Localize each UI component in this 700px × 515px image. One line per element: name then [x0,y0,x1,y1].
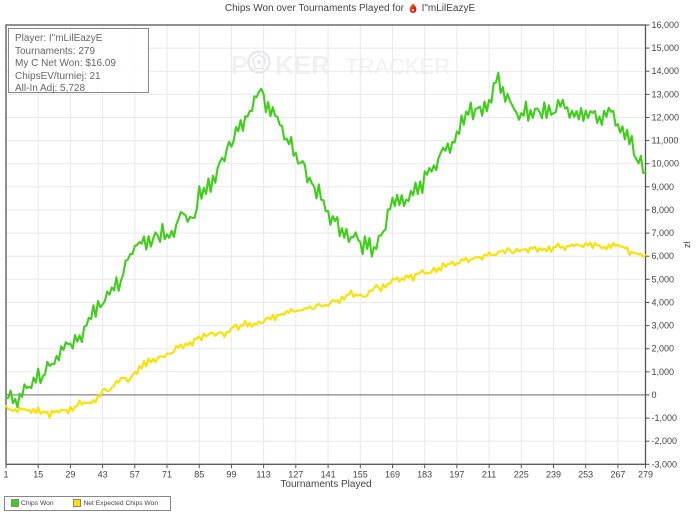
svg-text:29: 29 [65,469,75,479]
svg-text:253: 253 [578,469,593,479]
svg-text:8,000: 8,000 [652,205,675,215]
svg-text:14,000: 14,000 [652,66,680,76]
svg-text:15,000: 15,000 [652,43,680,53]
svg-text:197: 197 [449,469,464,479]
svg-text:183: 183 [417,469,432,479]
svg-text:43: 43 [98,469,108,479]
svg-text:155: 155 [353,469,368,479]
svg-text:5,000: 5,000 [652,274,675,284]
svg-text:-2,000: -2,000 [652,436,678,446]
svg-text:127: 127 [288,469,303,479]
svg-text:16,000: 16,000 [652,20,680,30]
svg-text:11,000: 11,000 [652,136,679,146]
svg-text:169: 169 [385,469,400,479]
svg-text:141: 141 [321,469,336,479]
svg-text:9,000: 9,000 [652,182,675,192]
svg-text:P: P [231,50,248,80]
svg-text:239: 239 [546,469,561,479]
svg-text:279: 279 [638,469,653,479]
svg-text:85: 85 [194,469,204,479]
svg-text:KER: KER [275,50,330,80]
svg-text:12,000: 12,000 [652,113,680,123]
svg-text:-3,000: -3,000 [652,459,678,469]
svg-text:6,000: 6,000 [652,251,675,261]
svg-text:57: 57 [130,469,140,479]
svg-text:211: 211 [482,469,496,479]
svg-text:-1,000: -1,000 [652,413,678,423]
svg-text:0: 0 [652,390,657,400]
svg-text:4,000: 4,000 [652,298,675,308]
svg-text:1: 1 [3,469,8,479]
svg-text:225: 225 [514,469,529,479]
svg-text:3,000: 3,000 [652,321,675,331]
svg-text:15: 15 [33,469,43,479]
svg-text:71: 71 [162,469,172,479]
svg-text:99: 99 [226,469,236,479]
svg-text:10,000: 10,000 [652,159,680,169]
svg-text:7,000: 7,000 [652,228,675,238]
svg-text:267: 267 [610,469,625,479]
svg-text:13,000: 13,000 [652,89,680,99]
svg-text:2,000: 2,000 [652,344,675,354]
svg-text:113: 113 [256,469,270,479]
svg-text:1,000: 1,000 [652,367,675,377]
